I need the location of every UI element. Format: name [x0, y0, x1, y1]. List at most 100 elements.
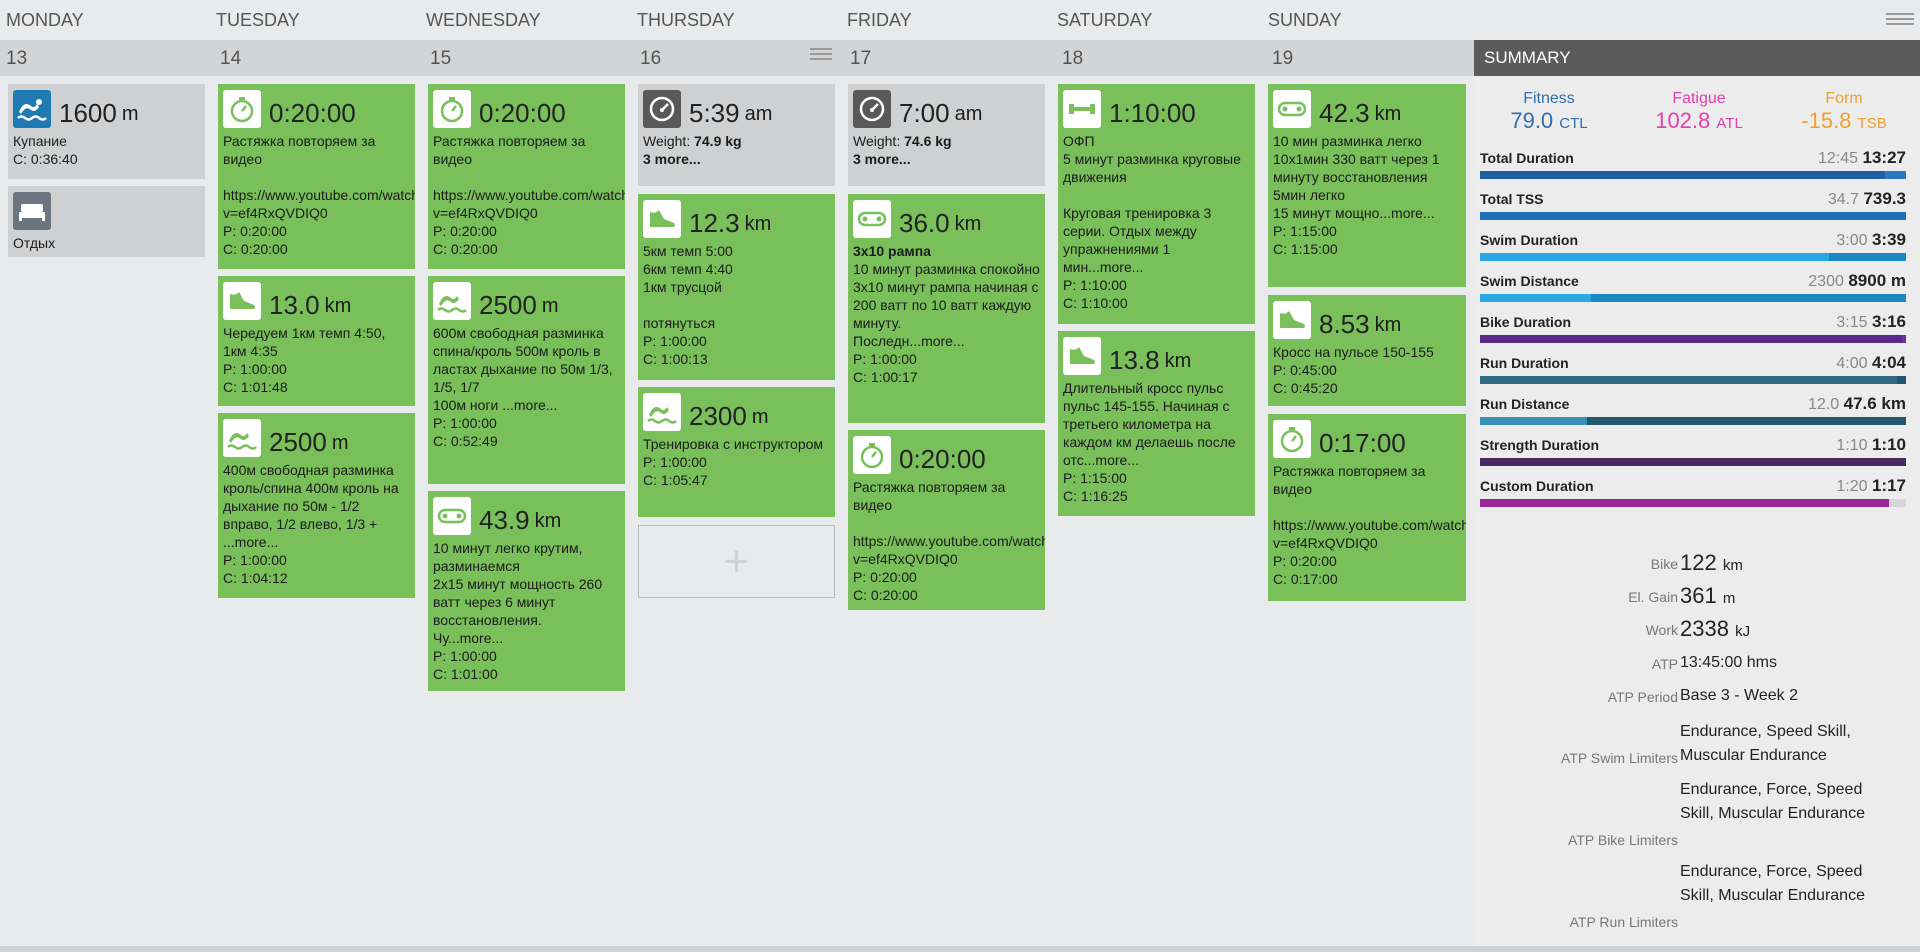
workout-card-stretch[interactable]: 0:17:00 Растяжка повторяем за видео http… [1268, 414, 1466, 601]
metric-name: Total Duration [1480, 150, 1574, 166]
rest-day-card[interactable]: Отдых [8, 186, 205, 257]
gauge-icon [853, 90, 891, 128]
workout-card-run[interactable]: 12.3 km 5км темп 5:00 6км темп 4:40 1км т… [638, 194, 835, 380]
metric-planned-fill [1480, 212, 1501, 220]
more-link[interactable]: 3 more... [643, 151, 701, 167]
plus-icon: + [723, 536, 750, 586]
form-number: -15.8 [1801, 108, 1852, 133]
metric-completed: 1:10 [1871, 435, 1906, 454]
metric-values: 12:45 13:27 [1818, 148, 1906, 168]
weight-label: Weight: [643, 133, 691, 149]
metric-planned: 1:10 [1836, 437, 1868, 454]
workout-card-bike[interactable]: 42.3 km 10 мин разминка легко 10x1мин 330… [1268, 84, 1466, 287]
metric-name: Total TSS [1480, 191, 1544, 207]
fitness-row: Fitness 79.0 CTL Fatigue 102.8 ATL Form … [1474, 90, 1920, 140]
metric-planned: 1:20 [1836, 478, 1868, 495]
summary-metric-total-duration: Total Duration 12:45 13:27 [1480, 148, 1906, 191]
bike-chain-icon [1273, 90, 1311, 128]
stat-unit: kJ [1735, 623, 1751, 640]
fatigue-label: Fatigue [1672, 90, 1726, 107]
metric-name: Bike Duration [1480, 314, 1572, 330]
unit-label: am [744, 103, 773, 125]
stat-key: Work [1645, 622, 1678, 638]
summary-metric-swim-duration: Swim Duration 3:00 3:39 [1480, 230, 1906, 273]
duration-value: 0:20:00 [269, 98, 356, 128]
day-menu-icon[interactable] [810, 48, 832, 62]
workout-card-stretch[interactable]: 0:20:00 Растяжка повторяем за видео http… [218, 84, 415, 269]
metric-values: 3:15 3:16 [1836, 312, 1906, 332]
dumbbell-icon [1063, 90, 1101, 128]
metrics-card[interactable]: 7:00 am Weight: 74.6 kg 3 more... [848, 84, 1045, 186]
stat-unit: km [1722, 557, 1743, 574]
workout-card-swim[interactable]: 2500 m 600м свободная разминка спина/крол… [428, 276, 625, 484]
more-link[interactable]: 3 more... [853, 151, 911, 167]
workout-card-bike[interactable]: 43.9 km 10 минут легко крутим, разминаемс… [428, 491, 625, 691]
metric-progress-bar [1480, 171, 1906, 179]
metric-completed: 739.3 [1863, 189, 1906, 208]
metric-progress-bar [1480, 253, 1906, 261]
bike-distance: 36.0 [899, 208, 950, 238]
metric-values: 2300 8900 m [1808, 271, 1906, 291]
workout-card-bike[interactable]: 36.0 km 3x10 рампа 10 минут разминка спок… [848, 194, 1045, 423]
unit-label: km [744, 213, 772, 235]
stat-bike: Bike 122 km [1474, 550, 1920, 580]
stat-value: 2338 kJ [1680, 616, 1750, 642]
metric-completed: 13:27 [1862, 148, 1906, 167]
workout-card-stretch[interactable]: 0:20:00 Растяжка повторяем за видео http… [848, 430, 1045, 610]
running-shoe-icon [1063, 337, 1101, 375]
workout-card-swim[interactable]: 2500 m 400м свободная разминка кроль/спин… [218, 413, 415, 598]
metric-planned: 4:00 [1836, 355, 1868, 372]
bike-distance: 42.3 [1319, 98, 1370, 128]
stopwatch-icon [223, 90, 261, 128]
fitness-unit: CTL [1559, 115, 1588, 132]
metric-planned-fill [1480, 335, 1902, 343]
workout-card-run[interactable]: 8.53 km Кросс на пульсе 150-155 P: 0:45:0… [1268, 295, 1466, 406]
day-header-sunday: SUNDAY [1268, 10, 1342, 30]
stat-key: ATP Period [1607, 689, 1678, 705]
unit-label: km [1164, 350, 1192, 372]
metric-name: Swim Duration [1480, 232, 1579, 248]
metric-planned-fill [1480, 253, 1830, 261]
metric-completed: 4:04 [1871, 353, 1906, 372]
date-16: 16 [640, 48, 662, 69]
add-workout-button[interactable]: + [638, 525, 835, 598]
metric-completed: 3:16 [1871, 312, 1906, 331]
stat-atp-bike-limiters: ATP Bike Limiters Endurance, Force, Spee… [1474, 778, 1920, 850]
swim-distance: 2500 [269, 427, 327, 457]
day-header-thursday: THURSDAY [637, 10, 735, 30]
stat-value: 122 km [1680, 550, 1743, 576]
completed-time: C: 0:45:20 [1273, 380, 1338, 396]
workout-card-strength[interactable]: 1:10:00 ОФП 5 минут разминка круговые дв… [1058, 84, 1255, 324]
metric-name: Swim Distance [1480, 273, 1579, 289]
completed-time: C: 1:15:00 [1273, 241, 1338, 257]
metrics-card[interactable]: 5:39 am Weight: 74.9 kg 3 more... [638, 84, 835, 186]
stat-atp-swim-limiters: ATP Swim Limiters Endurance, Speed Skill… [1474, 720, 1920, 768]
hamburger-menu-icon[interactable] [1886, 13, 1914, 27]
stat-unit: m [1722, 590, 1736, 607]
unit-label: km [954, 213, 982, 235]
swim-distance: 1600 [59, 98, 117, 128]
day-header-friday: FRIDAY [847, 10, 912, 30]
metric-progress-bar [1480, 458, 1906, 466]
metric-values: 1:10 1:10 [1836, 435, 1906, 455]
workout-card-swim[interactable]: 1600 m Купание C: 0:36:40 [8, 84, 205, 179]
workout-card-swim[interactable]: 2300 m Тренировка с инструктором P: 1:00:… [638, 387, 835, 517]
metric-planned: 12:45 [1818, 150, 1859, 167]
metric-values: 34.7 739.3 [1828, 189, 1906, 209]
running-shoe-icon [643, 200, 681, 238]
planned-time: P: 1:00:00 [643, 333, 707, 349]
workout-description: Тренировка с инструктором [643, 436, 824, 452]
completed-time: C: 1:16:25 [1063, 488, 1128, 504]
running-shoe-icon [1273, 301, 1311, 339]
day-header-monday: MONDAY [6, 10, 84, 30]
workout-card-stretch[interactable]: 0:20:00 Растяжка повторяем за видео http… [428, 84, 625, 269]
metric-planned: 3:15 [1836, 314, 1868, 331]
planned-time: P: 1:00:00 [433, 415, 497, 431]
workout-card-run[interactable]: 13.8 km Длительный кросс пульс пульс 145-… [1058, 331, 1255, 516]
workout-card-run[interactable]: 13.0 km Чередуем 1км темп 4:50, 1км 4:35 … [218, 276, 415, 406]
workout-description: Длительный кросс пульс пульс 145-155. На… [1063, 380, 1236, 468]
metric-name: Run Duration [1480, 355, 1569, 371]
planned-time: P: 0:20:00 [853, 569, 917, 585]
stat-el-gain: El. Gain 361 m [1474, 583, 1920, 613]
horizontal-scrollbar[interactable] [0, 946, 1920, 952]
